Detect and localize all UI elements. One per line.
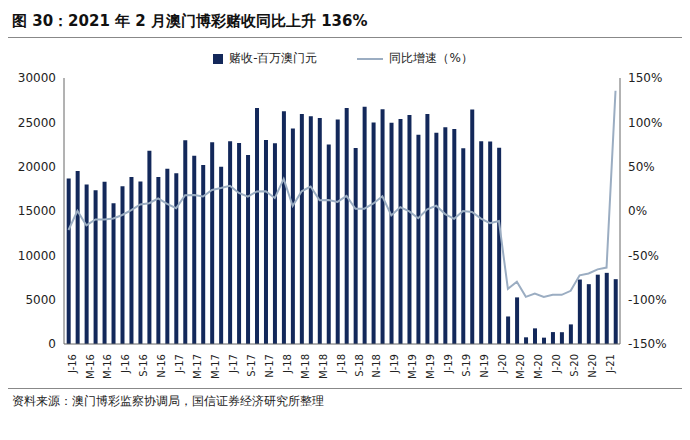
svg-text:0: 0 [48, 337, 56, 351]
svg-text:S-17: S-17 [246, 354, 257, 377]
html-text:赌收-百万澳门元: 赌收-百万澳门元 [229, 51, 318, 65]
svg-text:S-19: S-19 [461, 354, 472, 377]
svg-text:J-21: J-21 [605, 354, 616, 374]
svg-text:N-19: N-19 [479, 354, 490, 378]
svg-text:J-17: J-17 [228, 354, 239, 374]
svg-text:25000: 25000 [18, 116, 56, 130]
svg-text:S-18: S-18 [354, 354, 365, 377]
svg-text:5000: 5000 [25, 293, 56, 307]
svg-text:J-18: J-18 [282, 354, 293, 374]
svg-text:M-20: M-20 [533, 354, 544, 379]
svg-text:30000: 30000 [18, 71, 56, 85]
svg-text:M-18: M-18 [318, 354, 329, 379]
svg-text:20000: 20000 [18, 160, 56, 174]
svg-text:M-18: M-18 [300, 354, 311, 379]
svg-text:M-17: M-17 [210, 354, 221, 379]
svg-text:J-19: J-19 [443, 354, 454, 374]
svg-text:J-20: J-20 [497, 354, 508, 374]
svg-text:M-16: M-16 [85, 354, 96, 379]
svg-text:J-18: J-18 [336, 354, 347, 374]
svg-text:J-19: J-19 [389, 354, 400, 374]
svg-text:100%: 100% [628, 116, 662, 130]
svg-text:S-16: S-16 [138, 354, 149, 377]
svg-text:J-20: J-20 [551, 354, 562, 374]
svg-text:-50%: -50% [628, 249, 659, 263]
svg-text:15000: 15000 [18, 204, 56, 218]
html-text:同比增速（%）: 同比增速（%） [389, 51, 473, 65]
svg-text:M-19: M-19 [425, 354, 436, 379]
svg-text:50%: 50% [628, 160, 655, 174]
svg-text:150%: 150% [628, 71, 662, 85]
svg-text:0%: 0% [628, 204, 647, 218]
svg-text:S-20: S-20 [569, 354, 580, 377]
svg-text:N-17: N-17 [264, 354, 275, 378]
html-text:资料来源：澳门博彩监察协调局，国信证券经济研究所整理: 资料来源：澳门博彩监察协调局，国信证券经济研究所整理 [12, 394, 324, 408]
svg-text:-150%: -150% [628, 337, 667, 351]
svg-text:M-19: M-19 [407, 354, 418, 379]
svg-text:-100%: -100% [628, 293, 667, 307]
svg-text:M-16: M-16 [102, 354, 113, 379]
svg-text:10000: 10000 [18, 249, 56, 263]
svg-text:N-18: N-18 [371, 354, 382, 378]
svg-text:N-16: N-16 [156, 354, 167, 378]
svg-text:N-20: N-20 [587, 354, 598, 378]
html-text:图 30：2021 年 2 月澳门博彩赌收同比上升 136%: 图 30：2021 年 2 月澳门博彩赌收同比上升 136% [12, 12, 368, 30]
svg-text:M-17: M-17 [192, 354, 203, 379]
svg-text:M-20: M-20 [515, 354, 526, 379]
svg-text:J-16: J-16 [67, 354, 78, 374]
svg-text:J-16: J-16 [120, 354, 131, 374]
svg-text:J-17: J-17 [174, 354, 185, 374]
